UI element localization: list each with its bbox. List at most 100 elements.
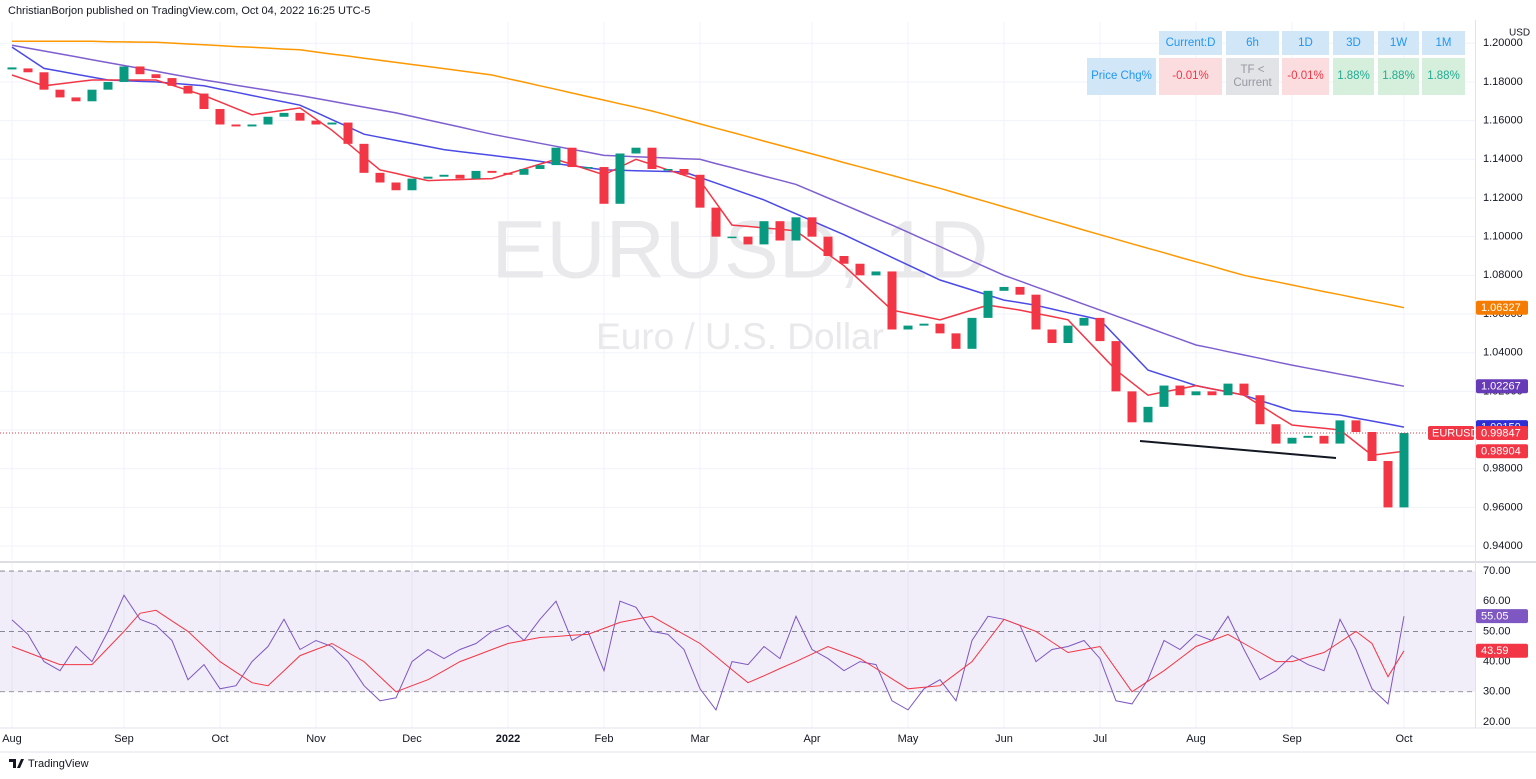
candle — [727, 236, 737, 239]
candle — [423, 176, 433, 179]
y-tick-label: 60.00 — [1483, 595, 1511, 607]
candle — [1239, 383, 1249, 396]
y-tick-label: 0.94000 — [1483, 540, 1523, 552]
table-cell: -0.01% — [1282, 58, 1329, 95]
x-tick-label: May — [898, 733, 919, 745]
candle — [871, 271, 881, 276]
table-cell: 1.88% — [1422, 58, 1465, 95]
table-row-label: Price Chg% — [1087, 58, 1156, 95]
x-tick-label: Aug — [1186, 733, 1206, 745]
candle — [151, 74, 161, 79]
candle — [647, 147, 657, 169]
moving-average-badge-label: 0.98904 — [1481, 446, 1521, 458]
candle — [951, 333, 961, 349]
x-tick-label: Aug — [2, 733, 22, 745]
candle — [1399, 433, 1409, 508]
x-tick-label: Jul — [1093, 733, 1107, 745]
candle — [1175, 385, 1185, 396]
candle — [295, 112, 305, 121]
candle — [519, 168, 529, 175]
candle — [1255, 395, 1265, 425]
last-price-badge — [1476, 426, 1528, 441]
candle — [375, 172, 385, 183]
candle — [967, 317, 977, 349]
x-tick-label: Nov — [306, 733, 326, 745]
table-header: 1M — [1422, 31, 1465, 55]
x-tick-label: Oct — [1395, 733, 1412, 745]
candle — [1223, 383, 1233, 396]
table-cell: TF < Current — [1226, 58, 1279, 95]
candle — [487, 170, 497, 173]
y-tick-label: 1.18000 — [1483, 76, 1523, 88]
candle — [135, 66, 145, 75]
candle — [55, 89, 65, 98]
candle — [87, 89, 97, 102]
front-layer: Aug Sep Oct Nov Dec 2022 Feb Mar Apr May Jun Jul Aug… — [2, 37, 1528, 745]
candle — [599, 167, 609, 204]
moving-average-badge-label: 1.02267 — [1481, 381, 1521, 393]
x-tick-label: Oct — [211, 733, 228, 745]
rsi-badge-label: 43.59 — [1481, 645, 1509, 657]
candle — [679, 168, 689, 175]
table-header: Current:D — [1159, 31, 1222, 55]
candle — [1015, 286, 1025, 295]
table-header: 1W — [1378, 31, 1419, 55]
candle — [1047, 329, 1057, 344]
candle — [839, 255, 849, 264]
candle — [183, 85, 193, 94]
candle — [119, 66, 129, 82]
candle — [279, 112, 289, 117]
candle — [1191, 391, 1201, 396]
rsi-badge-label: 55.05 — [1481, 611, 1509, 623]
symbol-badge — [1428, 426, 1474, 441]
table-header: 6h — [1226, 31, 1279, 55]
candle — [311, 120, 321, 125]
y-tick-label: 20.00 — [1483, 716, 1511, 728]
logo — [9, 759, 24, 768]
x-tick-label: Apr — [803, 733, 820, 745]
candle — [1159, 385, 1169, 407]
candle — [1031, 294, 1041, 330]
trend-line — [1139, 440, 1337, 459]
moving-average-line — [12, 40, 1405, 309]
candle — [855, 263, 865, 276]
table-cell: 1.88% — [1378, 58, 1419, 95]
table-header: 1D — [1282, 31, 1329, 55]
y-tick-label: 1.10000 — [1483, 231, 1523, 243]
moving-average-line — [11, 44, 1405, 387]
candle — [343, 122, 353, 144]
candle — [535, 165, 545, 169]
candle — [1095, 317, 1105, 342]
candle — [551, 147, 561, 166]
table-cell: -0.01% — [1159, 58, 1222, 95]
candle — [1271, 424, 1281, 444]
candle — [823, 236, 833, 256]
candle — [1335, 420, 1345, 444]
candle — [1351, 420, 1361, 432]
candle — [407, 178, 417, 191]
candle — [807, 217, 817, 237]
candle — [439, 174, 449, 177]
candle — [903, 325, 913, 330]
candle — [887, 271, 897, 330]
candle — [1319, 435, 1329, 444]
candle — [39, 72, 49, 90]
candle — [455, 174, 465, 179]
candle — [199, 93, 209, 110]
candle — [1367, 431, 1377, 461]
candle — [1287, 437, 1297, 444]
y-tick-label: 0.98000 — [1483, 463, 1523, 475]
candle — [1127, 391, 1137, 423]
candle — [167, 78, 177, 86]
table-cell: 1.88% — [1333, 58, 1374, 95]
watermark-subtitle: Euro / U.S. Dollar — [596, 316, 884, 357]
candle — [935, 323, 945, 334]
rsi-line — [11, 609, 1405, 693]
moving-average-badge-label: 1.06327 — [1481, 302, 1521, 314]
moving-average-badge — [1476, 300, 1528, 315]
candle — [103, 81, 113, 90]
candle — [567, 147, 577, 168]
candle — [583, 167, 593, 169]
candle — [615, 153, 625, 204]
